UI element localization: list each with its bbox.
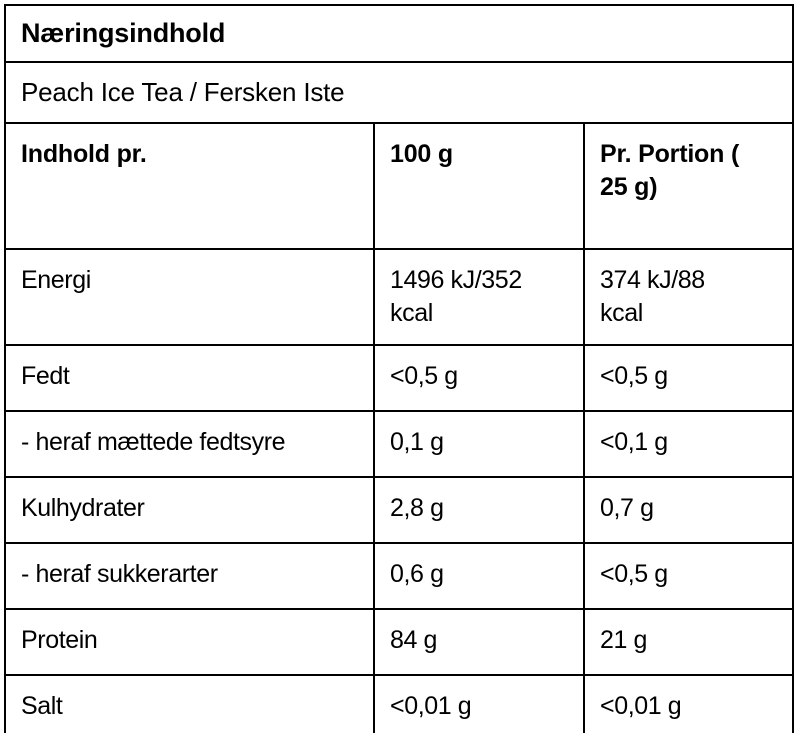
value-per-portion: 0,7 g [582,476,795,544]
product-name: Peach Ice Tea / Fersken Iste [3,61,795,124]
table-row: Energi 1496 kJ/352 kcal 374 kJ/88 kcal [4,248,795,346]
table-row: Protein 84 g 21 g [4,608,795,676]
table-row: - heraf mættede fedtsyre 0,1 g <0,1 g [4,410,795,478]
value-per-100g: 2,8 g [373,476,585,544]
value-per-portion: <0,01 g [582,674,795,733]
product-name-row: Peach Ice Tea / Fersken Iste [3,61,795,124]
value-per-portion: 374 kJ/88 kcal [582,248,795,346]
table-title-row: Næringsindhold [3,4,795,63]
value-per-100g: <0,5 g [373,344,585,412]
column-header-row: Indhold pr. 100 g Pr. Portion ( 25 g) [4,122,795,250]
value-per-100g: 84 g [373,608,585,676]
nutrient-label: - heraf mættede fedtsyre [4,410,375,478]
value-per-100g: 1496 kJ/352 kcal [373,248,585,346]
value-per-portion: <0,1 g [582,410,795,478]
table-row: Kulhydrater 2,8 g 0,7 g [4,476,795,544]
value-per-portion: <0,5 g [582,344,795,412]
value-per-100g: 0,6 g [373,542,585,610]
value-per-portion: <0,5 g [582,542,795,610]
table-row: Fedt <0,5 g <0,5 g [4,344,795,412]
nutrition-table: Næringsindhold Peach Ice Tea / Fersken I… [3,4,795,733]
column-header-100g: 100 g [373,122,585,250]
nutrient-label: Energi [4,248,375,346]
column-header-indhold-pr: Indhold pr. [4,122,375,250]
value-per-100g: <0,01 g [373,674,585,733]
nutrient-label: Fedt [4,344,375,412]
nutrient-label: Protein [4,608,375,676]
value-per-100g: 0,1 g [373,410,585,478]
nutrient-label: Salt [4,674,375,733]
nutrition-rows: Energi 1496 kJ/352 kcal 374 kJ/88 kcal F… [4,248,795,733]
table-row: - heraf sukkerarter 0,6 g <0,5 g [4,542,795,610]
table-title: Næringsindhold [3,4,795,63]
column-header-portion: Pr. Portion ( 25 g) [582,122,795,250]
nutrient-label: - heraf sukkerarter [4,542,375,610]
table-row: Salt <0,01 g <0,01 g [4,674,795,733]
value-per-portion: 21 g [582,608,795,676]
nutrient-label: Kulhydrater [4,476,375,544]
